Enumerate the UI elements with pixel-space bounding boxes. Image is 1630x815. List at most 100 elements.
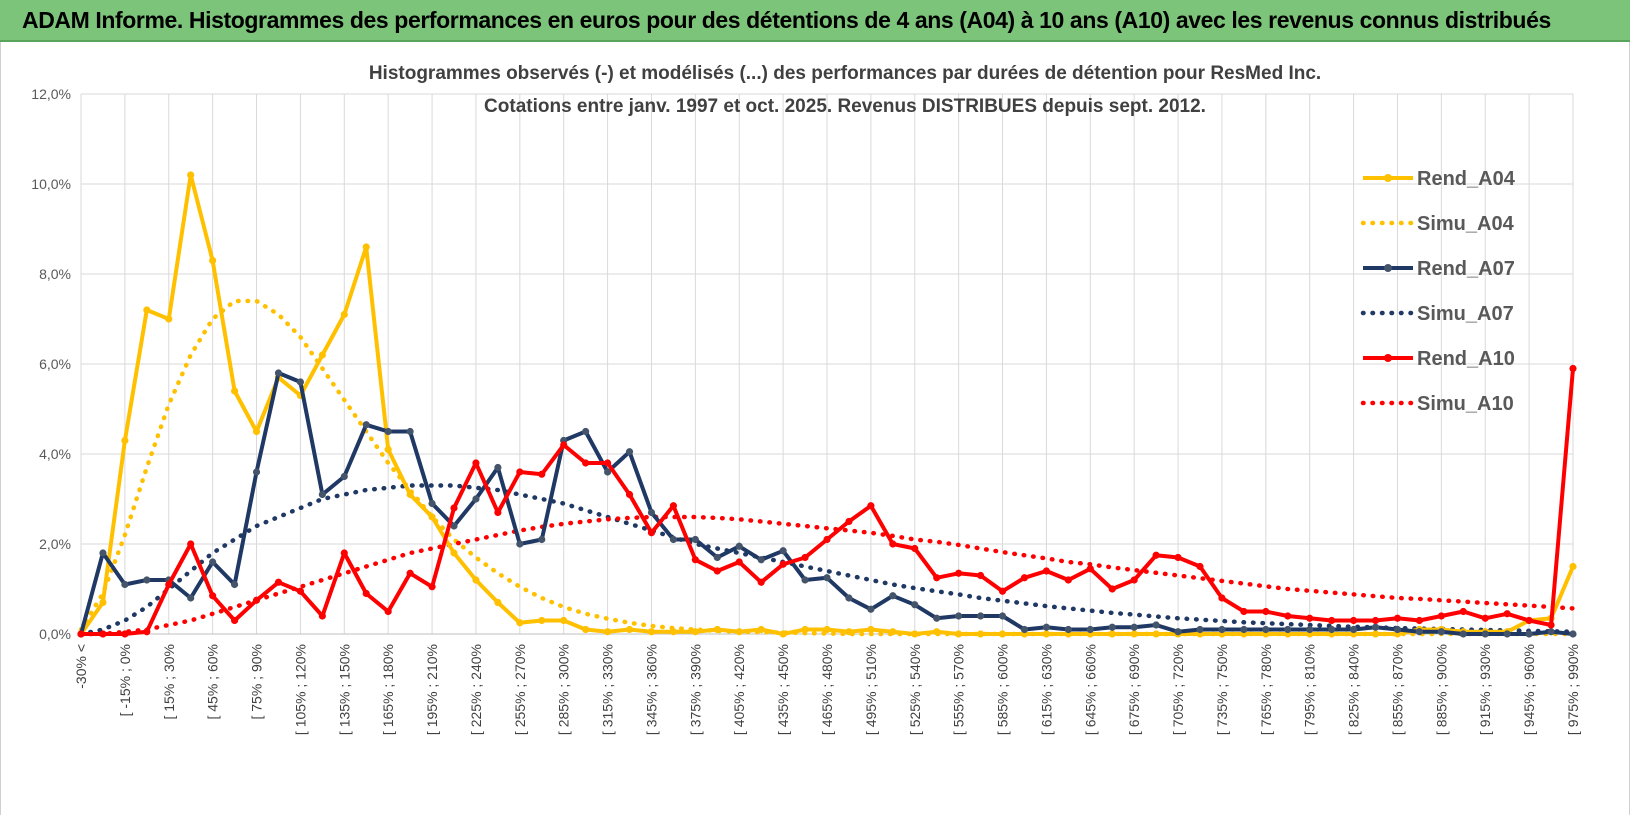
data-point — [143, 628, 151, 636]
data-point — [933, 628, 941, 636]
data-point — [1152, 551, 1160, 559]
legend-label: Simu_A04 — [1417, 213, 1515, 235]
data-point — [1042, 630, 1051, 638]
data-point — [1569, 364, 1577, 373]
data-point — [516, 468, 524, 476]
data-point — [998, 587, 1007, 595]
x-tick-label: [ 165% ; 180% — [380, 644, 396, 735]
data-point — [1393, 614, 1402, 622]
data-point — [845, 594, 853, 602]
x-tick-label: [ 75% ; 90% — [249, 644, 265, 720]
data-point — [538, 535, 546, 544]
data-point — [1481, 614, 1489, 622]
data-point — [274, 369, 283, 377]
data-point — [735, 558, 743, 566]
data-point — [801, 553, 809, 562]
x-tick-label: [ 45% ; 60% — [205, 644, 221, 720]
data-point — [647, 508, 656, 517]
x-tick-label: [ 705% ; 720% — [1170, 644, 1186, 735]
data-point — [516, 540, 524, 548]
data-point — [582, 459, 590, 467]
y-tick-label: 0,0% — [39, 626, 71, 642]
data-point — [867, 625, 875, 634]
x-tick-label: [ 465% ; 480% — [819, 644, 835, 735]
data-point — [1547, 621, 1555, 629]
data-point — [1525, 630, 1533, 638]
x-tick-label: [ 585% ; 600% — [995, 644, 1011, 735]
data-point — [603, 628, 612, 636]
data-point — [1108, 585, 1116, 593]
data-point — [1152, 621, 1160, 629]
data-point — [735, 542, 743, 550]
data-point — [516, 619, 524, 627]
data-point — [647, 529, 656, 537]
data-point — [889, 628, 897, 636]
data-point — [1020, 574, 1029, 582]
data-point — [1371, 630, 1380, 638]
data-point — [801, 625, 809, 634]
x-tick-label: [ 555% ; 570% — [951, 644, 967, 735]
chart-area: Histogrammes observés (-) et modélisés (… — [0, 42, 1630, 815]
data-point — [494, 598, 502, 607]
x-tick-label: [ 225% ; 240% — [468, 644, 484, 735]
data-point — [1108, 623, 1116, 631]
x-tick-label: [ 15% ; 30% — [161, 644, 177, 720]
data-point — [1328, 625, 1336, 634]
data-point — [406, 569, 414, 577]
data-point — [1086, 565, 1094, 573]
legend-label: Simu_A07 — [1417, 303, 1514, 325]
data-point — [165, 315, 173, 323]
data-point — [1130, 576, 1138, 584]
data-point — [933, 574, 941, 582]
data-point — [1262, 625, 1270, 634]
data-point — [779, 547, 787, 555]
data-point — [1020, 625, 1029, 634]
data-point — [1503, 630, 1511, 638]
legend-marker — [1384, 264, 1392, 272]
data-point — [209, 558, 217, 566]
data-point — [1086, 625, 1094, 634]
data-point — [99, 598, 107, 607]
x-tick-label: [ 435% ; 450% — [775, 644, 791, 735]
data-point — [1437, 612, 1445, 620]
data-point — [779, 560, 787, 568]
data-point — [1569, 562, 1577, 571]
data-point — [1349, 625, 1358, 634]
x-tick-label: [ 735% ; 750% — [1214, 644, 1230, 735]
data-point — [450, 522, 458, 530]
data-point — [274, 578, 283, 586]
series-group — [77, 171, 1577, 638]
data-point — [406, 427, 414, 436]
data-point — [1064, 625, 1072, 634]
data-point — [143, 306, 151, 314]
data-point — [1042, 623, 1051, 631]
data-point — [976, 612, 985, 620]
data-point — [187, 540, 195, 548]
data-point — [867, 605, 875, 613]
data-point — [1437, 628, 1445, 636]
data-point — [582, 625, 590, 634]
data-point — [209, 256, 217, 265]
data-point — [757, 556, 765, 564]
data-point — [1284, 612, 1292, 620]
data-point — [1328, 616, 1336, 625]
data-point — [823, 625, 831, 634]
x-tick-label: [ 195% ; 210% — [424, 644, 440, 735]
x-tick-label: [ 375% ; 390% — [687, 644, 703, 735]
data-point — [845, 517, 853, 526]
data-point — [691, 628, 699, 636]
data-point — [99, 630, 107, 638]
data-point — [1415, 616, 1424, 625]
gridlines — [80, 93, 1574, 635]
data-point — [560, 616, 568, 625]
data-point — [165, 580, 173, 589]
data-point — [1240, 607, 1248, 616]
data-point — [472, 459, 480, 467]
data-point — [1371, 616, 1380, 625]
data-point — [911, 544, 919, 553]
data-point — [472, 495, 480, 503]
y-tick-label: 12,0% — [31, 86, 71, 102]
data-point — [955, 612, 963, 620]
data-point — [450, 549, 458, 557]
y-tick-label: 2,0% — [39, 536, 71, 552]
